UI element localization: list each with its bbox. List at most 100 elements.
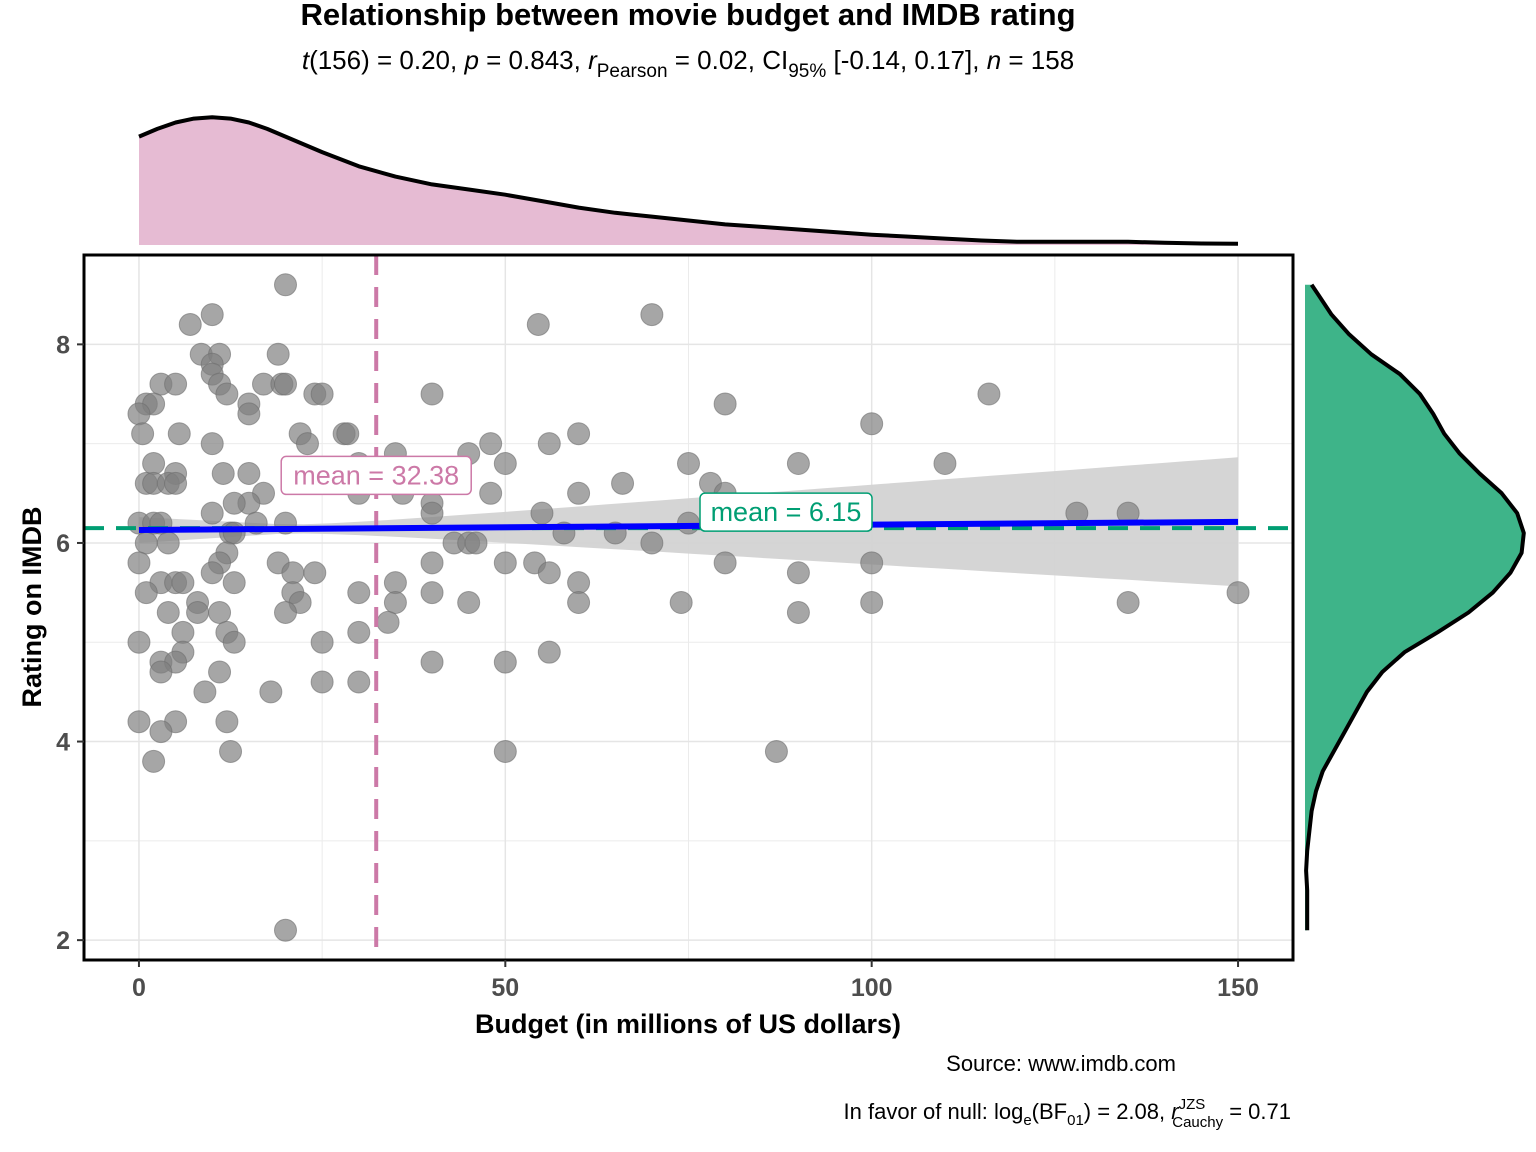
- y-axis: 2 4 6 8: [56, 331, 84, 955]
- data-point: [530, 501, 554, 525]
- data-point: [142, 452, 166, 476]
- x-mean-label-box: [280, 455, 472, 496]
- mean-labels: mean = 32.38 mean = 6.15: [280, 455, 873, 532]
- data-point: [219, 739, 243, 763]
- data-point: [127, 630, 151, 654]
- y-tick-label: 2: [56, 927, 70, 955]
- data-point: [336, 422, 360, 446]
- y-tick-label: 4: [56, 729, 70, 757]
- data-point: [786, 600, 810, 624]
- x-mean-label-text: mean = 32.38: [293, 460, 459, 490]
- data-point: [274, 372, 297, 396]
- data-point: [537, 561, 561, 585]
- data-point: [310, 670, 334, 694]
- data-point: [200, 561, 224, 585]
- x-marginal-density: [138, 115, 1239, 246]
- data-point: [310, 630, 334, 654]
- x-tick-label: 50: [491, 974, 519, 1002]
- data-point: [171, 571, 195, 595]
- data-point: [127, 402, 151, 426]
- data-point: [764, 739, 788, 763]
- x-tick-label: 100: [851, 974, 893, 1002]
- data-point: [567, 481, 591, 505]
- data-point: [134, 531, 158, 555]
- data-point: [977, 382, 1001, 406]
- data-point: [127, 710, 151, 734]
- data-point: [1116, 591, 1140, 615]
- data-point: [266, 342, 290, 366]
- data-point: [420, 650, 444, 674]
- x-density-area: [139, 117, 1238, 245]
- data-point: [222, 521, 246, 545]
- data-point: [167, 422, 191, 446]
- data-point: [376, 610, 400, 634]
- y-tick-label: 6: [56, 530, 70, 558]
- panel-border: [82, 253, 1295, 962]
- data-point: [860, 412, 884, 436]
- chart-subtitle: t(156) = 0.20, p = 0.843, rPearson = 0.0…: [302, 45, 1074, 82]
- y-axis-title: Rating on IMDB: [17, 507, 47, 708]
- data-point: [933, 452, 957, 476]
- regression-fit-line: [138, 518, 1239, 534]
- y-density-area: [1305, 284, 1524, 931]
- data-point: [860, 551, 884, 575]
- data-point: [420, 551, 444, 575]
- x-mean-label: mean = 32.38: [280, 455, 472, 496]
- data-point: [215, 710, 239, 734]
- data-point: [677, 452, 700, 476]
- chart-title: Relationship between movie budget and IM…: [300, 0, 1075, 32]
- data-point: [457, 591, 481, 615]
- data-point: [193, 680, 217, 704]
- data-point: [200, 303, 224, 327]
- data-point: [178, 313, 202, 337]
- data-point: [420, 501, 444, 525]
- data-point: [537, 432, 561, 456]
- data-point: [303, 561, 327, 585]
- x-axis: 0 50 100 150: [132, 960, 1259, 1002]
- data-point: [237, 461, 261, 485]
- data-point: [420, 382, 444, 406]
- x-axis-title: Budget (in millions of US dollars): [475, 1009, 901, 1039]
- y-mean-label-text: mean = 6.15: [711, 497, 862, 527]
- y-marginal-density: [1304, 283, 1526, 931]
- data-point: [786, 561, 810, 585]
- data-point: [200, 432, 224, 456]
- data-point: [208, 660, 232, 684]
- data-point: [567, 422, 591, 446]
- data-point: [222, 571, 246, 595]
- data-points: [127, 273, 1250, 942]
- data-point: [186, 600, 210, 624]
- data-point: [310, 382, 334, 406]
- x-tick-label: 0: [132, 974, 146, 1002]
- data-point: [493, 650, 517, 674]
- data-point: [215, 382, 239, 406]
- data-point: [259, 680, 283, 704]
- x-tick-label: 150: [1217, 974, 1259, 1002]
- data-point: [493, 452, 517, 476]
- data-point: [537, 640, 561, 664]
- data-point: [222, 491, 246, 515]
- y-tick-label: 8: [56, 331, 70, 359]
- regression-line: [138, 518, 1239, 534]
- data-point: [149, 660, 173, 684]
- data-point: [640, 531, 664, 555]
- data-point: [713, 551, 737, 575]
- data-point: [713, 392, 737, 416]
- data-point: [640, 303, 664, 327]
- data-point: [149, 720, 173, 744]
- data-point: [479, 432, 503, 456]
- data-point: [131, 422, 155, 446]
- y-mean-label-box: [699, 492, 873, 532]
- plot-panel: mean = 32.38 mean = 6.15: [82, 253, 1295, 962]
- data-point: [171, 620, 195, 644]
- data-point: [164, 372, 188, 396]
- data-point: [222, 630, 246, 654]
- data-point: [274, 918, 297, 942]
- data-point: [347, 620, 371, 644]
- data-point: [211, 461, 235, 485]
- data-point: [200, 501, 224, 525]
- data-point: [281, 561, 305, 585]
- data-point: [164, 471, 188, 495]
- data-point: [208, 600, 232, 624]
